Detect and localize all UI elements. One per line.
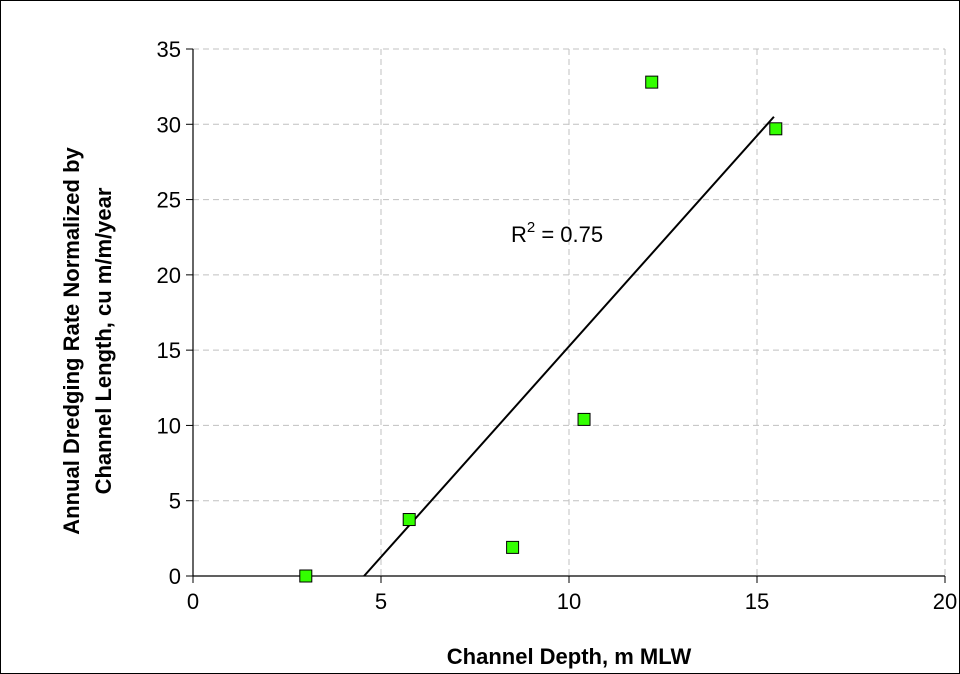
y-axis-title-line-2: Channel Length, cu m/m/year xyxy=(91,187,116,494)
x-tick-label: 5 xyxy=(375,589,387,614)
data-point xyxy=(506,540,520,554)
data-points xyxy=(299,75,783,583)
data-point xyxy=(577,412,591,426)
trendline xyxy=(363,116,775,577)
y-tick-label: 10 xyxy=(157,413,181,438)
y-axis-title: Annual Dredging Rate Normalized by Chann… xyxy=(59,146,116,534)
y-tick-label: 25 xyxy=(157,188,181,213)
y-tick-label: 35 xyxy=(157,37,181,62)
y-tick-label: 30 xyxy=(157,112,181,137)
y-tick-labels: 0 5 10 15 20 25 30 35 xyxy=(157,37,181,589)
r-squared-base: R xyxy=(511,222,527,247)
data-point xyxy=(645,75,659,89)
y-tick-label: 15 xyxy=(157,338,181,363)
y-tick-label: 20 xyxy=(157,263,181,288)
r-squared-annotation: R2 = 0.75 xyxy=(511,219,603,247)
axes xyxy=(186,48,946,583)
data-point xyxy=(402,513,416,527)
r-squared-value: = 0.75 xyxy=(535,222,603,247)
r-squared-sup: 2 xyxy=(527,219,535,236)
x-tick-label: 0 xyxy=(187,589,199,614)
data-point xyxy=(769,122,783,136)
y-tick-label: 5 xyxy=(169,489,181,514)
x-tick-labels: 0 5 10 15 20 xyxy=(187,589,957,614)
x-tick-label: 20 xyxy=(933,589,957,614)
x-tick-label: 15 xyxy=(745,589,769,614)
x-axis-title: Channel Depth, m MLW xyxy=(447,644,692,669)
data-point xyxy=(299,569,313,583)
grid xyxy=(193,48,946,576)
y-tick-label: 0 xyxy=(169,564,181,589)
x-tick-label: 10 xyxy=(557,589,581,614)
y-axis-title-line-1: Annual Dredging Rate Normalized by xyxy=(59,146,84,534)
